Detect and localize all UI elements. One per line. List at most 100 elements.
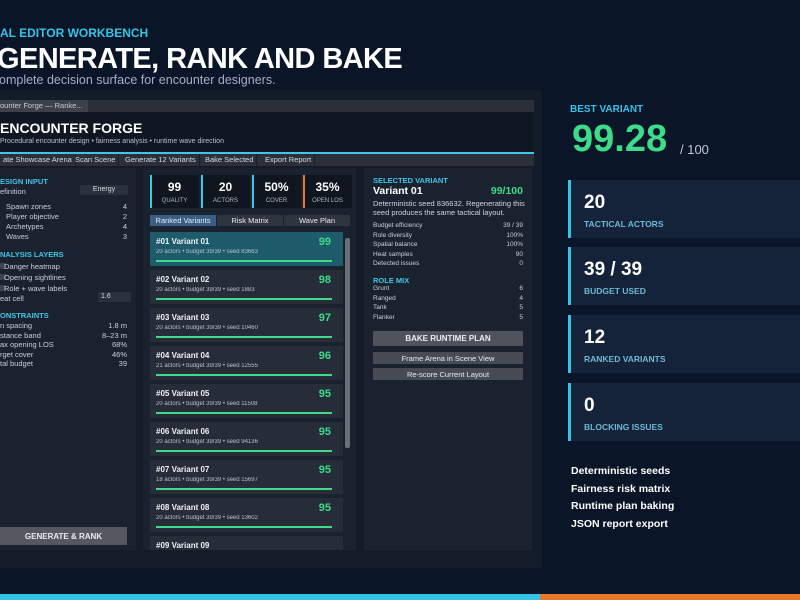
action-button[interactable]: Re-score Current Layout [373,368,523,380]
feature: Deterministic seeds [571,465,671,477]
generate-button[interactable]: GENERATE & RANK [0,527,127,545]
layer-label: Opening sightlines [4,273,66,282]
list-tab[interactable]: Ranked Variants [150,215,216,226]
bottom-bar-orange [540,594,800,600]
variant-name: #07 Variant 07 [156,465,210,474]
window-tab[interactable]: ounter Forge — Ranke... [0,100,88,112]
stat-card [568,383,800,441]
row-value: 4 [122,222,127,231]
selected-name: Variant 01 [373,185,423,197]
feature: Fairness risk matrix [571,482,671,495]
section-heading: ROLE MIX [373,276,410,285]
stat-value: 35% [315,180,340,194]
list-tab[interactable]: Risk Matrix [217,215,283,226]
variant-detail: 20 actors • budget 39/39 • seed 83663 [156,249,258,255]
stat-label: ACTORS [213,198,238,204]
role-value: 5 [519,304,523,311]
action-button[interactable]: Frame Arena in Scene View [373,352,523,364]
score-bar [156,298,332,300]
variant-detail: 20 actors • budget 39/39 • seed 10460 [156,325,258,331]
variant-item[interactable]: #02 Variant 02 98 20 actors • budget 39/39… [150,270,343,304]
score-bar [156,260,332,262]
variant-item[interactable]: #01 Variant 01 99 20 actors • budget 39/39… [150,232,343,266]
field-label: efinition [0,187,26,196]
variant-name: #05 Variant 05 [156,389,210,398]
stat-box [252,175,301,208]
stat-label: QUALITY [161,198,188,204]
variant-detail: 20 actors • budget 39/39 • seed 1883 [156,287,255,293]
variant-score: 95 [318,388,331,400]
toolbar [0,154,534,166]
variant-item[interactable]: #06 Variant 06 95 20 actors • budget 39/39… [150,422,343,456]
stat-box [201,175,250,208]
checkbox[interactable] [0,274,6,280]
variant-item[interactable]: #09 Variant 09 [150,536,343,550]
selected-score: 99/100 [490,185,523,197]
row-label: Spawn zones [6,202,52,211]
card-value: 39 / 39 [584,259,643,280]
role-label: Grunt [373,285,390,292]
score-bar [156,374,332,376]
toolbar-button[interactable]: Generate 12 Variants [122,154,200,166]
variant-item[interactable]: #05 Variant 05 95 20 actors • budget 39/39… [150,384,343,418]
variant-name: #03 Variant 03 [156,313,210,322]
number-field[interactable]: 1.6 [98,292,131,302]
row-label: ax opening LOS [0,340,54,349]
stat-label: COVER [265,198,288,204]
toolbar-button[interactable]: Bake Selected [202,154,258,166]
variant-name: #02 Variant 02 [156,275,210,284]
layer-label: Danger heatmap [4,262,60,271]
row-label: Archetypes [6,222,44,231]
best-value: 99.28 [572,118,668,160]
scrollbar[interactable] [345,238,350,448]
row-label: Waves [6,232,29,241]
metric-label: Role diversity [373,231,413,239]
role-value: 6 [519,285,523,292]
best-suffix: / 100 [680,142,709,157]
checkbox[interactable] [0,285,6,291]
card-value: 12 [584,327,606,348]
stat-card [568,315,800,373]
row-value: 4 [122,202,127,211]
variant-name: #09 Variant 09 [156,541,210,550]
metric-label: Budget efficiency [373,222,423,229]
metric-value: 100% [506,231,523,239]
variant-item[interactable]: #07 Variant 07 95 18 actors • budget 39/39… [150,460,343,494]
variant-item[interactable]: #04 Variant 04 96 21 actors • budget 39/39… [150,346,343,380]
variant-score: 96 [318,350,331,362]
action-button[interactable]: BAKE RUNTIME PLAN [373,331,523,346]
score-bar [156,450,332,452]
score-bar [156,336,332,338]
stat-value: 99 [167,180,182,194]
toolbar-button[interactable]: Export Report [262,154,316,166]
window-subtitle: Procedural encounter design • fairness a… [0,138,224,145]
role-value: 4 [519,294,523,302]
variant-score: 97 [318,312,331,324]
best-label: BEST VARIANT [570,104,644,115]
page-subtitle: omplete decision surface for encounter d… [0,73,276,87]
metric-value: 0 [519,260,523,267]
field-label: eat cell [0,294,24,303]
row-label: tal budget [0,359,33,368]
stat-card [568,247,800,305]
card-label: RANKED VARIANTS [584,354,666,364]
row-label: n spacing [0,321,33,330]
stat-value: 50% [264,180,289,194]
toolbar-button[interactable]: Scan Scene [72,154,120,166]
window-title: ENCOUNTER FORGE [0,120,143,136]
list-tab[interactable]: Wave Plan [284,215,350,226]
page-title: GENERATE, RANK AND BAKE [0,43,403,75]
variant-score: 99 [318,236,331,248]
toolbar-button[interactable]: ate Showcase Arena [0,154,76,166]
eyebrow: AL EDITOR WORKBENCH [0,26,149,40]
score-bar [156,526,332,528]
stat-box [150,175,199,208]
checkbox[interactable] [0,263,6,269]
variant-name: #01 Variant 01 [156,237,210,246]
dropdown[interactable]: Energy [80,185,128,195]
row-value: 1.8 m [108,321,127,330]
layer-label: Role + wave labels [4,284,68,293]
variant-item[interactable]: #08 Variant 08 95 20 actors • budget 39/39… [150,498,343,532]
variant-item[interactable]: #03 Variant 03 97 20 actors • budget 39/39… [150,308,343,342]
row-value: 68% [111,340,127,349]
